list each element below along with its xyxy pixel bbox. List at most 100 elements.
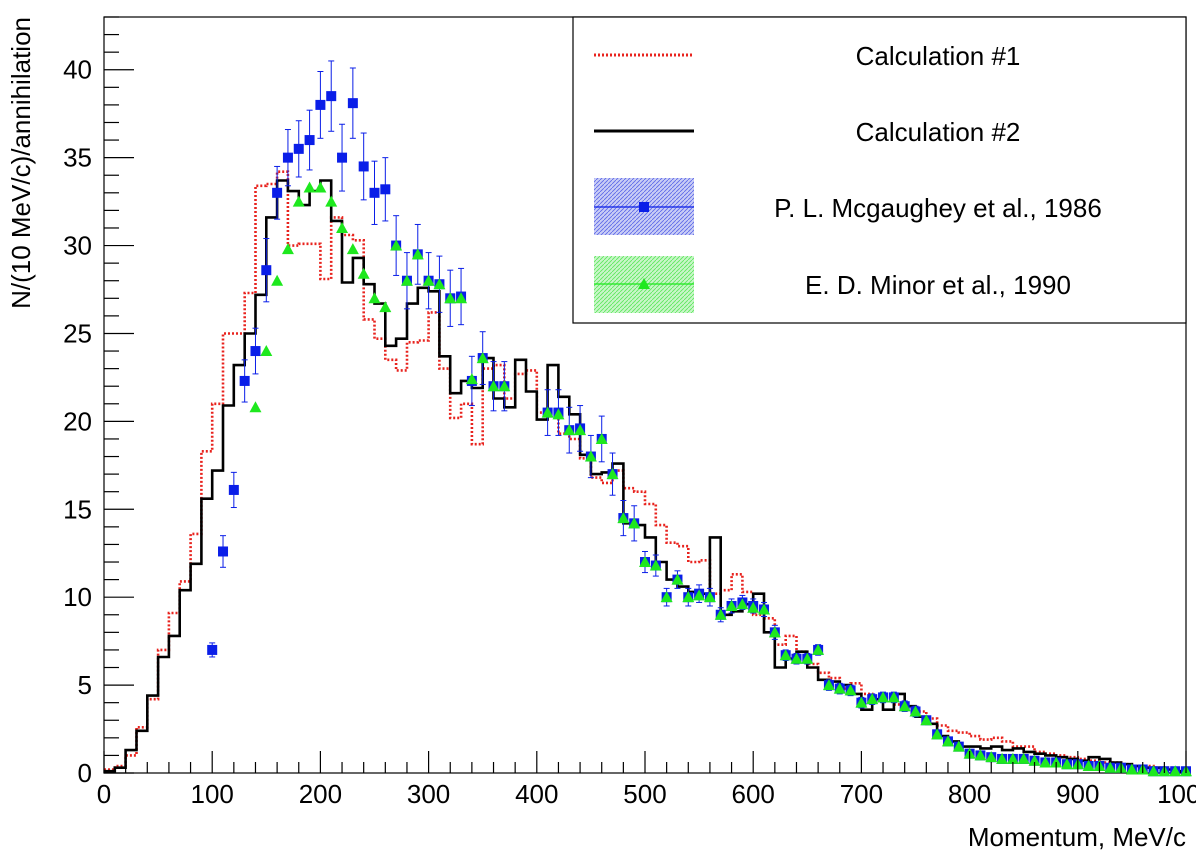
minor-point <box>941 735 954 747</box>
minor-point <box>433 278 446 290</box>
legend-label-mcgaughey: P. L. Mcgaughey et al., 1986 <box>774 193 1102 223</box>
x-tick-label: 800 <box>948 779 991 809</box>
y-tick-label: 40 <box>63 55 92 85</box>
mcgaughey-point <box>250 346 261 357</box>
minor-point <box>877 691 890 703</box>
minor-point <box>628 517 641 529</box>
minor-point <box>1125 763 1138 775</box>
x-axis-title: Momentum, MeV/c <box>968 822 1186 852</box>
minor-point <box>920 714 933 726</box>
minor-point <box>909 705 922 717</box>
minor-point <box>552 408 565 420</box>
legend-label-calculation-1: Calculation #1 <box>856 41 1021 71</box>
legend: Calculation #1 Calculation #2 P. L. Mcga… <box>572 16 1187 324</box>
mcgaughey-point <box>207 644 218 655</box>
minor-point <box>779 649 792 661</box>
minor-point <box>671 573 684 585</box>
minor-point <box>336 221 349 233</box>
y-axis: 0 5 10 15 20 25 30 35 40 <box>63 16 134 788</box>
minor-point <box>487 380 500 392</box>
legend-swatch-mcgaughey-marker <box>639 202 649 212</box>
minor-point <box>1017 752 1030 764</box>
y-tick-label: 30 <box>63 231 92 261</box>
minor-point <box>574 424 587 436</box>
y-tick-label: 25 <box>63 318 92 348</box>
minor-point <box>271 274 284 286</box>
series-minor-1990 <box>249 181 1192 777</box>
minor-point <box>639 556 651 568</box>
minor-point <box>606 468 619 480</box>
minor-point <box>725 599 738 611</box>
calculation-2-step-line <box>104 179 1186 773</box>
x-tick-label: 100 <box>191 779 234 809</box>
minor-point <box>1006 752 1019 764</box>
minor-point <box>281 243 294 255</box>
mcgaughey-point <box>347 98 358 109</box>
minor-point <box>693 589 706 601</box>
minor-point <box>898 700 911 712</box>
y-tick-label: 0 <box>78 758 92 788</box>
legend-swatch-minor-marker <box>638 278 650 289</box>
minor-point <box>465 373 478 385</box>
minor-point <box>1039 756 1052 768</box>
minor-point <box>357 267 370 279</box>
mcgaughey-point <box>282 152 293 163</box>
x-tick-label: 500 <box>623 779 666 809</box>
mcgaughey-point <box>358 161 369 172</box>
x-tick-label: 0 <box>97 779 111 809</box>
minor-point <box>931 728 944 740</box>
minor-point <box>985 751 998 763</box>
minor-point <box>952 740 965 752</box>
minor-point <box>866 693 879 705</box>
mcgaughey-point <box>380 184 391 195</box>
minor-point <box>346 243 359 255</box>
minor-point <box>249 401 262 413</box>
mcgaughey-point <box>326 91 337 102</box>
minor-point <box>1060 758 1073 770</box>
minor-point <box>476 352 489 364</box>
minor-point <box>303 181 316 193</box>
minor-point <box>541 406 554 418</box>
minor-point <box>444 292 457 304</box>
minor-point <box>855 696 868 708</box>
minor-point <box>974 749 987 761</box>
minor-point <box>325 195 338 207</box>
minor-point <box>1104 761 1117 773</box>
minor-point <box>822 679 835 691</box>
minor-point <box>411 248 424 260</box>
minor-point <box>833 682 846 694</box>
minor-point <box>390 239 403 251</box>
minor-point <box>379 301 392 313</box>
minor-point <box>790 652 803 664</box>
minor-point <box>260 345 273 357</box>
series-calculation-2 <box>104 179 1186 773</box>
minor-point <box>758 603 771 615</box>
minor-point <box>400 274 413 286</box>
x-tick-label: 400 <box>515 779 558 809</box>
minor-point <box>1050 756 1063 768</box>
minor-point <box>1028 754 1041 766</box>
y-axis-title: N/(10 MeV/c)/annihilation <box>6 17 36 309</box>
legend-label-minor: E. D. Minor et al., 1990 <box>805 270 1071 300</box>
minor-point <box>682 591 695 603</box>
minor-point <box>660 591 673 603</box>
minor-point <box>714 608 727 620</box>
minor-point <box>844 684 857 696</box>
mcgaughey-point <box>315 99 326 110</box>
x-tick-label: 300 <box>407 779 450 809</box>
minor-point <box>314 181 327 193</box>
minor-point <box>1169 765 1182 777</box>
mcgaughey-point <box>272 187 283 198</box>
x-tick-label: 900 <box>1056 779 1099 809</box>
x-tick-label: 600 <box>732 779 775 809</box>
x-tick-label: 700 <box>840 779 883 809</box>
x-tick-label: 200 <box>299 779 342 809</box>
minor-point <box>1147 765 1160 777</box>
minor-point <box>703 591 716 603</box>
minor-point <box>595 432 608 444</box>
mcgaughey-point <box>293 143 304 154</box>
y-tick-label: 15 <box>63 494 92 524</box>
